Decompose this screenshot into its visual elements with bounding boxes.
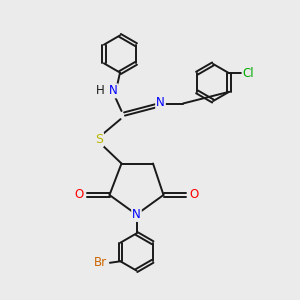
Text: H: H: [96, 84, 105, 98]
Text: S: S: [95, 133, 103, 146]
Text: Cl: Cl: [243, 67, 254, 80]
Text: N: N: [109, 84, 118, 98]
Text: O: O: [74, 188, 83, 202]
Text: Br: Br: [94, 256, 107, 269]
Text: N: N: [132, 208, 141, 221]
Text: O: O: [190, 188, 199, 202]
Text: N: N: [156, 96, 165, 110]
